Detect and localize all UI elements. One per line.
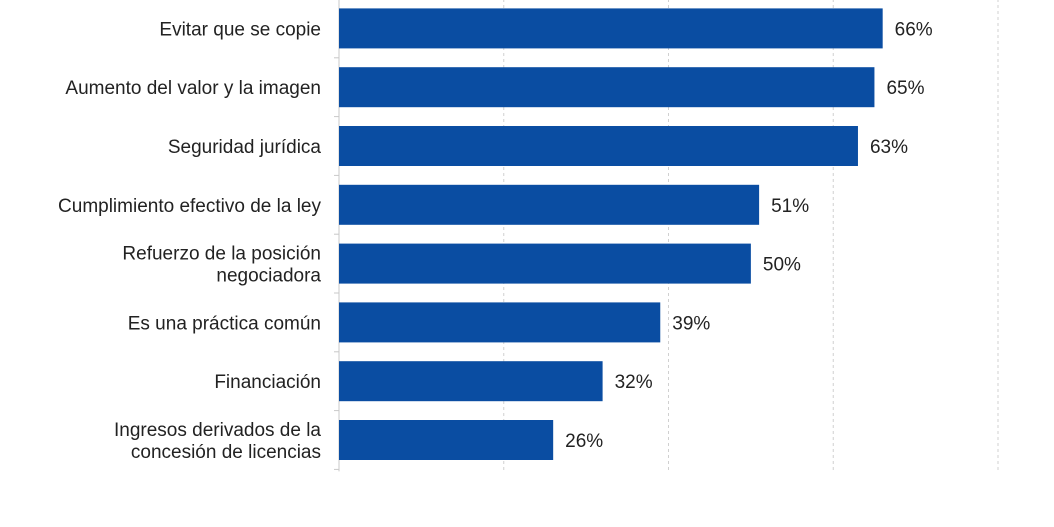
category-label: Es una práctica común [128,313,321,334]
bar [339,420,554,460]
category-label: Aumento del valor y la imagen [65,78,321,99]
bar [339,126,858,166]
category-label: Evitar que se copie [159,19,321,40]
bar [339,67,875,108]
bar [339,302,661,343]
bar [339,243,751,284]
data-label: 26% [565,431,603,452]
bar [339,184,760,225]
category-label: Ingresos derivados de la [114,420,321,441]
data-label: 66% [895,19,933,40]
bar [339,361,603,402]
data-label: 39% [672,313,710,334]
data-label: 65% [886,78,924,99]
category-label: Seguridad jurídica [168,137,322,158]
data-label: 32% [615,372,653,393]
category-label: Financiación [214,372,321,393]
category-label: negociadora [216,266,321,287]
bar [339,8,883,49]
category-label: concesión de licencias [131,442,321,463]
category-label: Cumplimiento efectivo de la ley [58,196,321,217]
data-label: 50% [763,255,801,276]
category-label: Refuerzo de la posición [122,244,321,265]
data-label: 63% [870,137,908,158]
data-label: 51% [771,196,809,217]
